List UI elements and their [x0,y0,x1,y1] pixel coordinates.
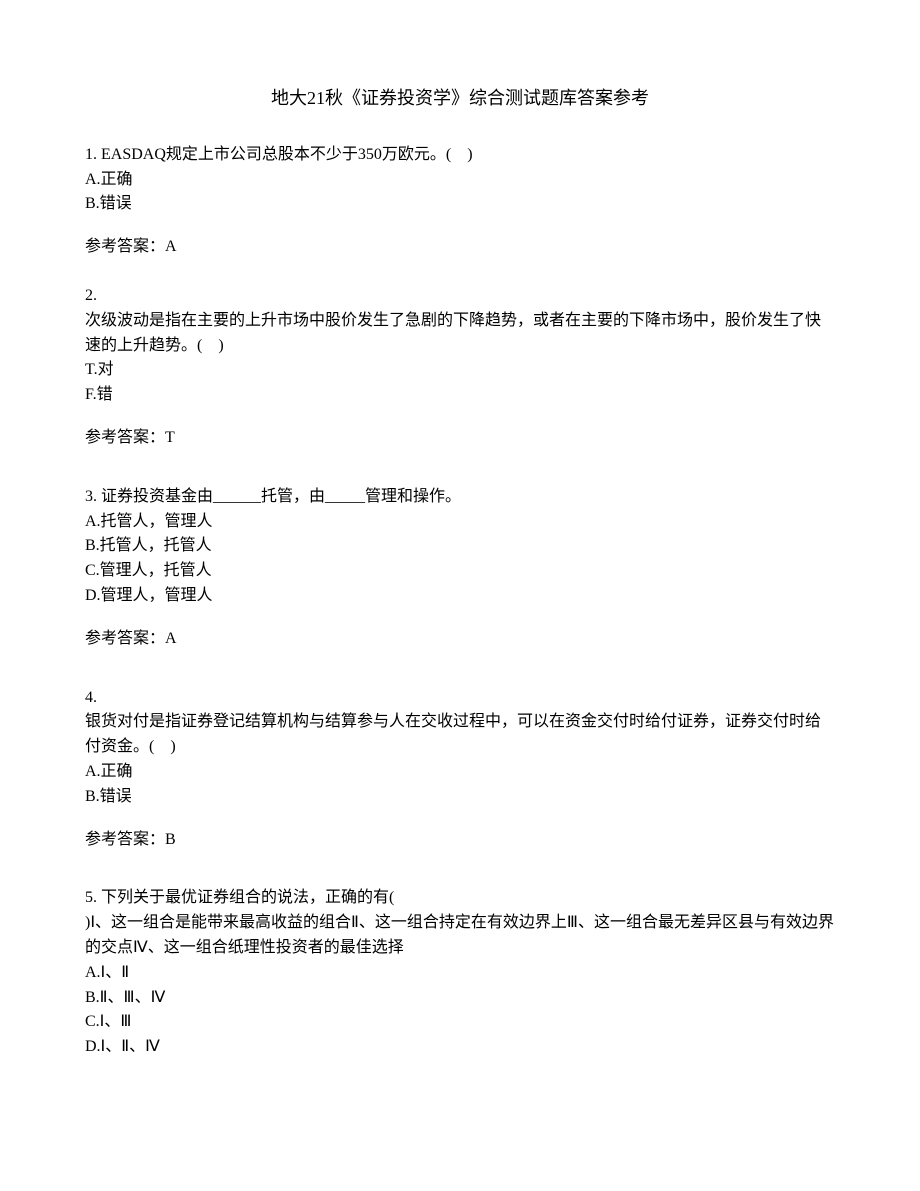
question-5: 5. 下列关于最优证券组合的说法，正确的有( )Ⅰ、这一组合是能带来最高收益的组… [85,886,835,1060]
option-d: D.Ⅰ、Ⅱ、Ⅳ [85,1035,835,1060]
question-3: 3. 证券投资基金由______托管，由_____管理和操作。 A.托管人，管理… [85,485,835,652]
option-a: A.Ⅰ、Ⅱ [85,961,835,986]
question-text: 1. EASDAQ规定上市公司总股本不少于350万欧元。( ) [85,143,835,168]
option-a: A.正确 [85,168,835,193]
question-text: 3. 证券投资基金由______托管，由_____管理和操作。 [85,485,835,510]
question-number: 2. [85,284,835,309]
option-b: B.托管人，托管人 [85,534,835,559]
answer: 参考答案：A [85,627,835,652]
option-b: B.错误 [85,192,835,217]
option-b: B.Ⅱ、Ⅲ、Ⅳ [85,986,835,1011]
option-t: T.对 [85,358,835,383]
page-title: 地大21秋《证券投资学》综合测试题库答案参考 [85,85,835,113]
question-text: 5. 下列关于最优证券组合的说法，正确的有( )Ⅰ、这一组合是能带来最高收益的组… [85,886,835,960]
option-a: A.正确 [85,760,835,785]
question-number: 4. [85,686,835,711]
answer: 参考答案：T [85,426,835,451]
answer: 参考答案：B [85,828,835,853]
question-text: 银货对付是指证券登记结算机构与结算参与人在交收过程中，可以在资金交付时给付证券，… [85,710,835,760]
option-c: C.Ⅰ、Ⅲ [85,1010,835,1035]
question-2: 2. 次级波动是指在主要的上升市场中股价发生了急剧的下降趋势，或者在主要的下降市… [85,284,835,451]
option-f: F.错 [85,383,835,408]
option-b: B.错误 [85,785,835,810]
question-1: 1. EASDAQ规定上市公司总股本不少于350万欧元。( ) A.正确 B.错… [85,143,835,260]
option-c: C.管理人，托管人 [85,559,835,584]
question-4: 4. 银货对付是指证券登记结算机构与结算参与人在交收过程中，可以在资金交付时给付… [85,686,835,853]
option-d: D.管理人，管理人 [85,584,835,609]
option-a: A.托管人，管理人 [85,510,835,535]
answer: 参考答案：A [85,235,835,260]
question-text: 次级波动是指在主要的上升市场中股价发生了急剧的下降趋势，或者在主要的下降市场中，… [85,309,835,359]
